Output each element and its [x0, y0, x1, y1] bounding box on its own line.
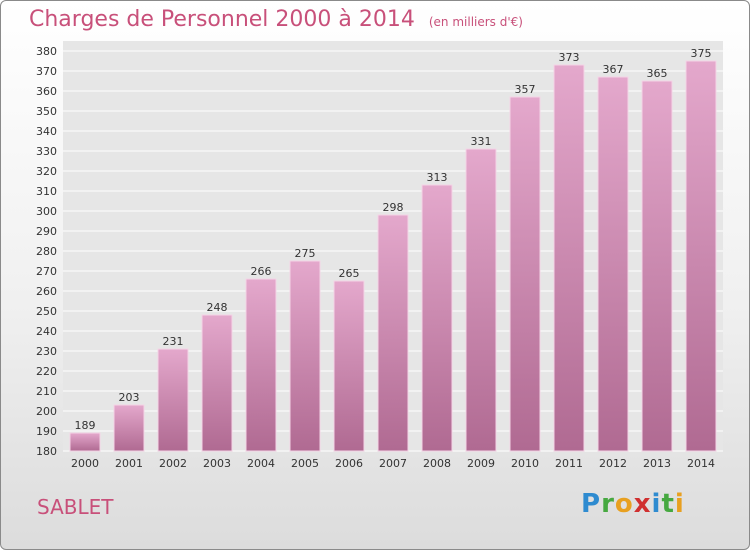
logo-letter: x: [633, 489, 652, 519]
bar-value-label: 231: [163, 335, 184, 348]
bar-value-label: 189: [75, 419, 96, 432]
x-tick-label: 2006: [335, 457, 363, 470]
logo-letter: i: [651, 489, 662, 519]
x-tick-label: 2000: [71, 457, 99, 470]
bar-value-label: 365: [647, 67, 668, 80]
x-tick-label: 2005: [291, 457, 319, 470]
bar-2009: [465, 148, 497, 452]
bar-2001: [113, 404, 145, 452]
bar-2002: [157, 348, 189, 452]
chart-subtitle: (en milliers d'€): [428, 15, 523, 29]
bar-value-label: 367: [603, 63, 624, 76]
y-tick-label: 250: [36, 305, 57, 318]
x-tick-label: 2012: [599, 457, 627, 470]
bar-value-label: 266: [251, 265, 272, 278]
x-tick-label: 2011: [555, 457, 583, 470]
x-tick-label: 2007: [379, 457, 407, 470]
y-tick-label: 310: [36, 185, 57, 198]
bar-2010: [509, 96, 541, 452]
bar-2014: [685, 60, 717, 452]
y-tick-label: 380: [36, 45, 57, 58]
logo-letter: t: [661, 489, 675, 519]
bar-value-label: 265: [339, 267, 360, 280]
y-tick-label: 290: [36, 225, 57, 238]
bar-value-label: 248: [207, 301, 228, 314]
logo-letter: P: [581, 489, 602, 519]
x-tick-label: 2010: [511, 457, 539, 470]
x-axis-ticks: 2000 2001 2002 2003 2004 2005 2006 2007 2008 2009…: [71, 457, 715, 470]
x-tick-label: 2008: [423, 457, 451, 470]
y-tick-label: 260: [36, 285, 57, 298]
bar-2005: [289, 260, 321, 452]
bar-2004: [245, 278, 277, 452]
y-tick-label: 190: [36, 425, 57, 438]
y-tick-label: 300: [36, 205, 57, 218]
bars: 189 203 231 248 266 275 265 298 313 331 357 373 367 3…: [69, 47, 717, 452]
bar-value-label: 203: [119, 391, 140, 404]
y-tick-label: 180: [36, 445, 57, 458]
y-axis-ticks: 180 190 200 210 220 230 240 250 260 270 280 290 300 3…: [36, 45, 57, 458]
bar-value-label: 375: [691, 47, 712, 60]
bar-value-label: 313: [427, 171, 448, 184]
x-tick-label: 2003: [203, 457, 231, 470]
bar-value-label: 331: [471, 135, 492, 148]
bar-2003: [201, 314, 233, 452]
bar-2000: [69, 432, 101, 452]
y-tick-label: 330: [36, 145, 57, 158]
proxiti-logo: Proxiti: [581, 489, 685, 519]
bar-value-label: 275: [295, 247, 316, 260]
chart-title: Charges de Personnel 2000 à 2014 (en mill…: [29, 7, 523, 32]
y-tick-label: 220: [36, 365, 57, 378]
x-tick-label: 2013: [643, 457, 671, 470]
bar-2012: [597, 76, 629, 452]
place-name: SABLET: [37, 495, 114, 519]
bar-2007: [377, 214, 409, 452]
y-tick-label: 370: [36, 65, 57, 78]
bar-value-label: 373: [559, 51, 580, 64]
y-tick-label: 240: [36, 325, 57, 338]
logo-letter: i: [674, 489, 685, 519]
x-tick-label: 2014: [687, 457, 715, 470]
bar-value-label: 357: [515, 83, 536, 96]
logo-letter: o: [614, 489, 634, 519]
x-tick-label: 2001: [115, 457, 143, 470]
y-tick-label: 360: [36, 85, 57, 98]
y-tick-label: 280: [36, 245, 57, 258]
bar-2011: [553, 64, 585, 452]
y-tick-label: 210: [36, 385, 57, 398]
x-tick-label: 2002: [159, 457, 187, 470]
y-tick-label: 340: [36, 125, 57, 138]
y-tick-label: 350: [36, 105, 57, 118]
x-tick-label: 2009: [467, 457, 495, 470]
y-tick-label: 230: [36, 345, 57, 358]
y-tick-label: 320: [36, 165, 57, 178]
logo-letter: r: [601, 489, 615, 519]
x-tick-label: 2004: [247, 457, 275, 470]
bar-value-label: 298: [383, 201, 404, 214]
bar-2008: [421, 184, 453, 452]
bar-2006: [333, 280, 365, 452]
bar-2013: [641, 80, 673, 452]
y-tick-label: 270: [36, 265, 57, 278]
title-text: Charges de Personnel 2000 à 2014: [29, 7, 415, 32]
y-tick-label: 200: [36, 405, 57, 418]
